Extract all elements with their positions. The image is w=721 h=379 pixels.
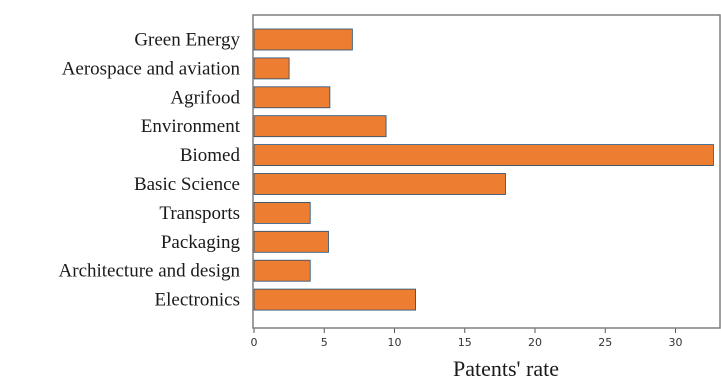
x-tick-label-10: 10 (388, 336, 402, 349)
category-label-basic-science: Basic Science (134, 174, 240, 195)
x-tick-label-15: 15 (458, 336, 472, 349)
category-label-aerospace-and-aviation: Aerospace and aviation (62, 58, 241, 79)
bar-aerospace-and-aviation (253, 57, 290, 80)
category-label-transports: Transports (159, 203, 240, 224)
bar-architecture-and-design (253, 259, 311, 282)
category-label-agrifood: Agrifood (170, 87, 240, 108)
bar-environment (253, 115, 387, 138)
bar-transports (253, 201, 311, 224)
x-tick-label-30: 30 (669, 336, 683, 349)
bar-green-energy (253, 28, 353, 51)
category-label-architecture-and-design: Architecture and design (59, 261, 241, 282)
category-label-packaging: Packaging (161, 232, 241, 253)
x-ticks-group: 0 5 10 15 20 25 30 (251, 328, 683, 349)
category-label-electronics: Electronics (155, 290, 240, 311)
category-label-green-energy: Green Energy (134, 30, 240, 51)
bar-packaging (253, 230, 329, 253)
category-label-biomed: Biomed (180, 145, 241, 166)
x-tick-label-5: 5 (321, 336, 328, 349)
category-labels-group: Green Energy Aerospace and aviation Agrifo… (59, 30, 241, 311)
bar-basic-science (253, 173, 506, 195)
bars-group (253, 28, 714, 311)
x-axis-label: Patents' rate (453, 356, 559, 379)
plot-frame (252, 14, 721, 329)
x-tick-label-0: 0 (251, 336, 258, 349)
bar-biomed (253, 144, 714, 167)
x-tick-label-20: 20 (528, 336, 542, 349)
bar-electronics (253, 288, 416, 311)
category-label-environment: Environment (141, 116, 241, 137)
x-tick-label-25: 25 (598, 336, 612, 349)
bar-agrifood (253, 86, 331, 109)
